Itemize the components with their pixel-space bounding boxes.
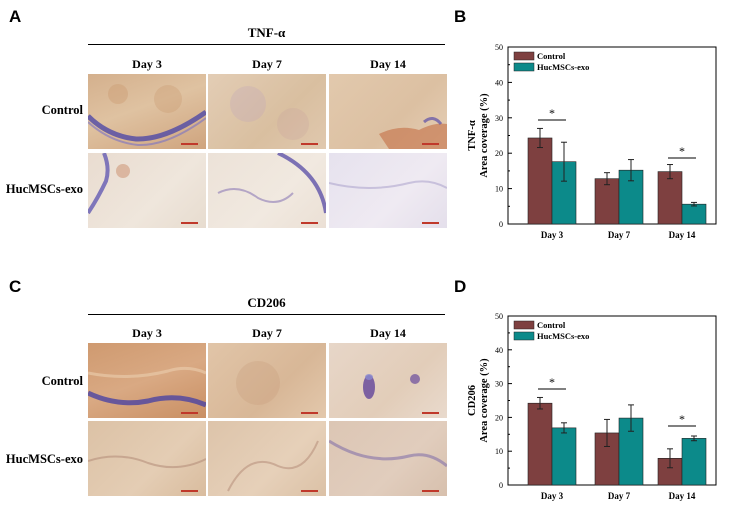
y-tick-label: 50 [495, 43, 503, 52]
scale-bar [301, 143, 318, 145]
legend-label: HucMSCs-exo [537, 62, 589, 72]
y-tick-label: 20 [495, 413, 503, 422]
micrograph-cd206-exo-day3 [88, 421, 206, 496]
stain-title-cd206: CD206 [247, 295, 286, 310]
y-axis-label-marker: CD206 [467, 385, 478, 416]
panel-letter-b: B [454, 7, 467, 26]
micrograph-tnf-control-day3 [88, 74, 206, 149]
tissue-texture [88, 455, 206, 469]
legend-swatch [513, 331, 535, 341]
x-tick-label: Day 7 [608, 230, 631, 240]
bar [551, 427, 577, 486]
micrograph-cd206-exo-day14 [329, 421, 447, 496]
y-tick-label: 10 [495, 447, 503, 456]
legend-label: HucMSCs-exo [537, 331, 589, 341]
legend-swatch [513, 320, 535, 330]
micrograph-cd206-exo-day7 [208, 421, 326, 496]
bar [681, 203, 707, 225]
tissue-texture [217, 153, 326, 214]
legend-label: Control [537, 320, 566, 330]
tissue-texture [329, 180, 447, 189]
micrograph-cd206-control-day7 [208, 343, 326, 418]
scale-bar [301, 412, 318, 414]
scale-bar [422, 222, 439, 224]
row-label-exo: HucMSCs-exo [5, 452, 83, 466]
bar [594, 178, 620, 225]
y-tick-label: 10 [495, 185, 503, 194]
significance-star: * [549, 106, 555, 120]
micrograph-cd206-control-day14 [329, 343, 447, 418]
stain-title-rule [88, 44, 445, 45]
y-tick-label: 0 [499, 220, 503, 229]
bar [527, 402, 553, 486]
row-label-exo: HucMSCs-exo [5, 182, 83, 196]
y-tick-label: 20 [495, 149, 503, 158]
micrograph-tnf-exo-day14 [329, 153, 447, 228]
bar [681, 438, 707, 486]
tissue-texture [379, 117, 447, 149]
day-label: Day 7 [252, 326, 282, 340]
legend-swatch [513, 62, 535, 72]
x-tick-label: Day 3 [541, 491, 564, 501]
significance-star: * [679, 412, 685, 426]
y-tick-label: 50 [495, 312, 503, 321]
scale-bar [422, 143, 439, 145]
y-tick-label: 0 [499, 481, 503, 490]
tissue-texture [88, 84, 206, 147]
scale-bar [181, 490, 198, 492]
day-label: Day 14 [370, 57, 406, 71]
micrograph-tnf-exo-day7 [208, 153, 326, 228]
y-tick-label: 40 [495, 78, 503, 87]
stain-title-rule [88, 314, 445, 315]
scale-bar [181, 143, 198, 145]
y-tick-label: 30 [495, 380, 503, 389]
tissue-texture [88, 366, 206, 408]
row-label-control: Control [41, 374, 83, 388]
y-tick-label: 40 [495, 346, 503, 355]
panel-letter-d: D [454, 277, 467, 296]
day-label: Day 3 [132, 326, 162, 340]
scale-bar [422, 412, 439, 414]
scale-bar [181, 222, 198, 224]
bar [527, 137, 553, 225]
micrograph-tnf-control-day7 [208, 74, 326, 149]
tissue-texture [363, 374, 420, 399]
row-label-control: Control [41, 103, 83, 117]
day-label: Day 7 [252, 57, 282, 71]
panel-letter-c: C [9, 277, 22, 296]
scale-bar [181, 412, 198, 414]
scale-bar [301, 490, 318, 492]
legend-label: Control [537, 51, 566, 61]
tissue-texture [230, 86, 309, 140]
y-axis-label: Area coverage (%) [479, 93, 490, 178]
tissue-texture [227, 440, 319, 492]
legend-swatch [513, 51, 535, 61]
micrograph-tnf-control-day14 [329, 74, 447, 149]
y-axis-label-marker: TNF-α [467, 120, 478, 150]
panel-letter-a: A [9, 7, 22, 26]
scale-bar [422, 490, 439, 492]
y-tick-label: 30 [495, 114, 503, 123]
day-label: Day 3 [132, 57, 162, 71]
tissue-texture [329, 439, 447, 468]
micrograph-cd206-control-day3 [88, 343, 206, 418]
bar [657, 171, 683, 225]
x-tick-label: Day 7 [608, 491, 631, 501]
micrograph-tnf-exo-day3 [88, 153, 206, 228]
tissue-texture [88, 153, 130, 215]
day-label: Day 14 [370, 326, 406, 340]
x-tick-label: Day 14 [669, 230, 696, 240]
y-axis-label: Area coverage (%) [479, 358, 490, 443]
significance-star: * [549, 375, 555, 389]
x-tick-label: Day 14 [669, 491, 696, 501]
tissue-texture [236, 361, 280, 405]
significance-star: * [679, 144, 685, 158]
scale-bar [301, 222, 318, 224]
x-tick-label: Day 3 [541, 230, 564, 240]
stain-title-tnf: TNF-α [247, 25, 286, 40]
